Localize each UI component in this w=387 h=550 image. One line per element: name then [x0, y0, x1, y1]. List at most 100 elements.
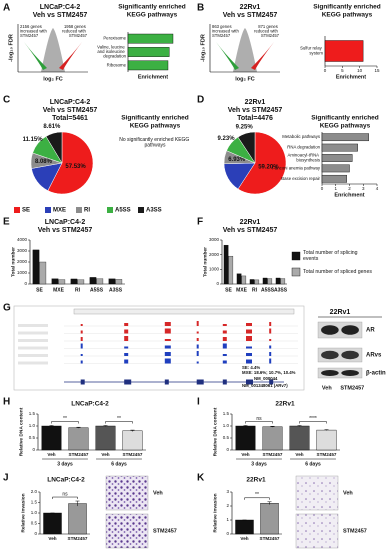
browser-frame [13, 305, 305, 391]
micrograph [295, 475, 339, 511]
y-tick-label: 3 [226, 489, 229, 494]
y-tick-label: 0.5 [223, 435, 230, 440]
y-tick-label: 0 [32, 447, 35, 452]
coverage-peak [196, 331, 199, 334]
bar [51, 278, 59, 285]
bar [321, 174, 347, 183]
bar [96, 278, 104, 285]
significance-bracket [51, 421, 79, 424]
error-bar [297, 425, 302, 427]
coverage-peak [269, 352, 272, 356]
x-tick-label: MXE [53, 287, 65, 293]
pie-slice [237, 131, 256, 164]
browser-ruler [73, 308, 295, 315]
bar [68, 427, 89, 451]
coverage-peak [164, 345, 171, 349]
y-tick-label: 0 [226, 447, 229, 452]
legend-label: SE [22, 208, 30, 214]
category-label: Peroxisome [103, 36, 126, 41]
bar [321, 164, 350, 173]
y-tick-label: 1.0 [29, 423, 36, 428]
chart-title: 22Rv1 [240, 4, 261, 11]
legend-swatch [107, 207, 113, 213]
legend-swatch [14, 207, 20, 213]
chart-title: 22Rv1 [275, 401, 295, 408]
chart-title: Veh vs STM2457 [223, 12, 278, 19]
value-label: 9.25% [236, 124, 254, 130]
x-tick-label: STM2457 [69, 452, 89, 457]
coverage-peak [246, 353, 252, 356]
micrograph [105, 513, 149, 549]
y-tick-label: 0.5 [29, 435, 36, 440]
pie-slice [47, 131, 94, 195]
annotation: NM_000044 [254, 376, 278, 381]
coverage-peak [80, 354, 83, 356]
bar [241, 275, 247, 285]
y-axis-label: -log₁₀ FDR [8, 34, 14, 62]
pie-slice [45, 131, 63, 164]
significance-bracket [244, 497, 270, 500]
legend-label: Total number of spliced genes [303, 269, 372, 275]
value-label: 57.53% [65, 164, 86, 170]
bar [235, 425, 256, 451]
y-axis-label: Total number [202, 247, 208, 277]
x-axis-label: Enrichment [334, 192, 364, 198]
y-tick-label: 0 [34, 531, 37, 536]
coverage-peak [164, 352, 171, 356]
bar [321, 143, 358, 152]
x-tick-label: RI [75, 287, 81, 293]
track-label-box [18, 339, 48, 342]
y-tick-label: 1.0 [31, 510, 38, 515]
x-tick-label: SE [225, 287, 232, 293]
significance-label: **** [309, 416, 317, 422]
chart-title: Significantly enriched [121, 115, 189, 122]
x-tick-label: 2 [348, 186, 351, 191]
chart-title: KEGG pathways [322, 12, 373, 19]
bar [58, 279, 66, 285]
track-label-box [18, 354, 48, 357]
significance-bracket [299, 421, 327, 424]
x-tick-label: 1 [334, 186, 337, 191]
row-label: ARvs [366, 353, 382, 359]
bar [127, 60, 169, 71]
track-label-box [18, 346, 48, 350]
y-axis-label: Total number [10, 247, 16, 277]
image-label: STM2457 [153, 528, 177, 534]
category-label: Metabolic pathways [282, 134, 320, 139]
coverage-peak [196, 351, 199, 356]
x-tick-label: Veh [240, 536, 248, 541]
column-label: Veh [322, 385, 332, 391]
value-label: 11.15% [23, 137, 44, 143]
y-axis-label: Relative Invasion [20, 493, 26, 532]
annotation: 1958 genes reduced with STM2457 [62, 24, 88, 38]
coverage-peak [164, 328, 171, 334]
value-label: 8.61% [43, 124, 61, 130]
chart-title: 22Rv1 [240, 219, 261, 226]
coverage-peak [124, 359, 129, 364]
y-axis-label: Relative DNA content [212, 407, 218, 456]
bar [260, 503, 279, 535]
coverage-peak [222, 354, 227, 356]
row-label: β-actin [366, 371, 386, 377]
chart-title: Veh vs STM2457 [33, 12, 88, 19]
x-tick-label: Veh [241, 452, 249, 457]
error-bar [103, 425, 108, 427]
x-axis-label: log₂ FC [43, 76, 63, 82]
image-label: STM2457 [343, 528, 367, 534]
y-axis-label: Relative Invasion [212, 493, 218, 532]
bar [321, 133, 369, 142]
bar [39, 261, 47, 285]
coverage-peak [80, 337, 83, 341]
coverage-peak [222, 360, 227, 364]
category-label: Fanconi anemia pathway [272, 166, 321, 171]
x-tick-label: STM2457 [68, 536, 88, 541]
legend-label: RI [84, 208, 90, 214]
x-tick-label: 0 [324, 68, 327, 73]
bar [321, 154, 353, 162]
exon [222, 379, 227, 385]
blot-band [341, 370, 359, 376]
x-tick-label: A5SS [261, 287, 275, 293]
coverage-peak [124, 353, 129, 356]
x-axis-label: Enrichment [138, 74, 168, 80]
bar [254, 279, 260, 285]
